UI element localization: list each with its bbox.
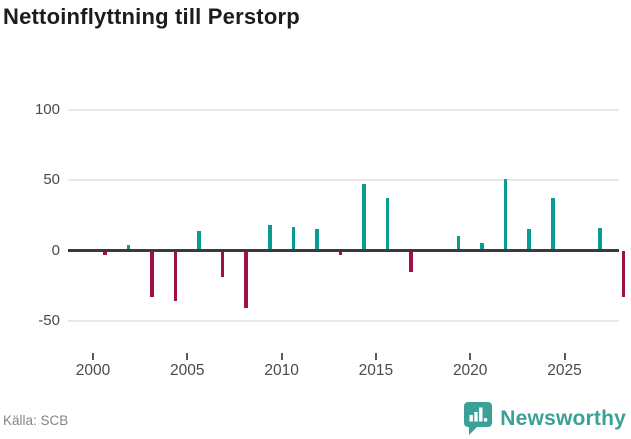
bar	[550, 198, 555, 251]
gridline-100	[68, 108, 619, 111]
bar	[197, 230, 201, 251]
bar	[268, 225, 272, 251]
y-axis-label: -50	[38, 312, 60, 329]
bar	[527, 229, 531, 251]
x-axis-tick	[374, 353, 377, 360]
brand-name: Newsworthy	[500, 406, 626, 430]
bar	[291, 226, 296, 251]
bar	[362, 184, 366, 251]
gridline--50	[68, 320, 619, 322]
bar	[409, 250, 414, 272]
zero-axis-line	[68, 249, 619, 252]
x-axis-label: 2025	[547, 362, 582, 379]
bar	[315, 229, 319, 251]
y-axis-label: 50	[43, 171, 60, 188]
brand-logo: Newsworthy	[463, 401, 626, 436]
gridline-50	[68, 179, 619, 181]
bar	[220, 250, 225, 278]
x-axis-tick	[469, 353, 472, 360]
x-axis-tick	[186, 353, 189, 360]
y-axis-label: 0	[51, 241, 60, 259]
y-axis-label: 100	[34, 100, 60, 118]
bar	[244, 250, 249, 309]
bar	[598, 227, 602, 251]
x-axis-tick	[563, 353, 566, 360]
x-axis-tick	[92, 353, 94, 360]
bar	[503, 178, 508, 251]
bar	[150, 250, 154, 298]
bar	[480, 243, 484, 251]
x-axis-label: 2020	[452, 362, 488, 379]
bar	[173, 250, 178, 302]
x-axis-label: 2010	[264, 362, 299, 379]
x-axis-label: 2000	[75, 362, 111, 379]
x-axis-label: 2005	[170, 362, 205, 379]
bar	[385, 198, 390, 251]
x-axis-tick	[280, 353, 283, 360]
bar	[456, 236, 461, 251]
bar	[338, 250, 343, 255]
bar	[126, 244, 131, 251]
newsworthy-icon	[463, 401, 493, 436]
x-axis-label: 2015	[358, 362, 394, 379]
chart-title: Nettoinflyttning till Perstorp	[3, 4, 300, 29]
source-note: Källa: SCB	[3, 413, 69, 428]
bar	[621, 250, 626, 298]
bar	[102, 250, 107, 255]
